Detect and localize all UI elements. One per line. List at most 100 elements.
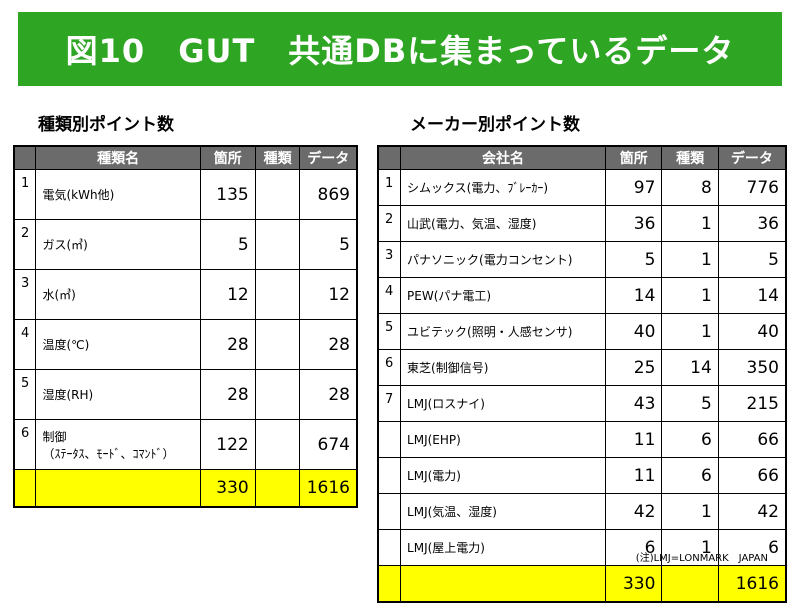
row-data: 28 (299, 369, 358, 420)
table-row: 6 東芝(制御信号) 25 14 350 (377, 349, 787, 386)
total-row: 330 1616 (377, 565, 787, 603)
row-kinds: 5 (661, 385, 719, 422)
row-name: ガス(㎥) (35, 219, 201, 270)
row-kinds: 1 (661, 493, 719, 530)
table-row: 7 LMJ(ロスナイ) 43 5 215 (377, 385, 787, 422)
row-index: 6 (377, 349, 402, 386)
row-count: 5 (605, 241, 663, 278)
col-header: 種類 (254, 145, 301, 170)
row-count: 122 (199, 419, 256, 470)
col-header: データ (717, 145, 787, 170)
row-data: 66 (717, 457, 787, 494)
row-index: 4 (13, 319, 37, 370)
row-kinds: 1 (661, 205, 719, 242)
row-data: 674 (299, 419, 358, 470)
row-index: 7 (377, 385, 402, 422)
row-index: 5 (377, 313, 402, 350)
table-row: 3 水(㎥) 12 12 (13, 269, 358, 320)
row-data: 5 (299, 219, 358, 270)
row-index: 1 (377, 169, 402, 206)
col-header (377, 145, 402, 170)
row-name: LMJ(気温、湿度) (400, 493, 607, 530)
table-row: 6 制御 （ｽﾃｰﾀｽ、ﾓｰﾄﾞ、ｺﾏﾝﾄﾞ） 122 674 (13, 419, 358, 470)
row-count: 42 (605, 493, 663, 530)
total-row: 330 1616 (13, 469, 358, 508)
row-index: 3 (13, 269, 37, 320)
table-row: LMJ(EHP) 11 6 66 (377, 421, 787, 458)
row-kinds: 1 (661, 241, 719, 278)
row-kinds: 8 (661, 169, 719, 206)
row-kinds (254, 269, 301, 320)
row-count: 25 (605, 349, 663, 386)
table-row: 4 温度(℃) 28 28 (13, 319, 358, 370)
row-data: 6 (717, 529, 787, 566)
table-row: 5 湿度(RH) 28 28 (13, 369, 358, 420)
total-count: 330 (199, 469, 256, 508)
row-count: 6 (605, 529, 663, 566)
row-data: 66 (717, 421, 787, 458)
table-row: 1 電気(kWh他) 135 869 (13, 169, 358, 220)
row-count: 97 (605, 169, 663, 206)
row-kinds: 1 (661, 277, 719, 314)
row-name: LMJ(屋上電力) (400, 529, 607, 566)
total-data: 1616 (717, 565, 787, 603)
row-index: 2 (13, 219, 37, 270)
footnote: (注)LMJ=LONMARK JAPAN (635, 553, 768, 564)
row-data: 42 (717, 493, 787, 530)
row-data: 28 (299, 319, 358, 370)
table-row: 1 シムックス(電力、ﾌﾞﾚｰｶｰ) 97 8 776 (377, 169, 787, 206)
row-count: 5 (199, 219, 256, 270)
row-kinds (254, 319, 301, 370)
row-index (377, 421, 402, 458)
title-banner: 図10 GUT 共通DBに集まっているデータ (18, 12, 782, 86)
row-kinds: 1 (661, 529, 719, 566)
col-header: 種類 (661, 145, 719, 170)
row-name: 水(㎥) (35, 269, 201, 320)
col-header: 箇所 (605, 145, 663, 170)
row-data: 40 (717, 313, 787, 350)
page-title: 図10 GUT 共通DBに集まっているデータ (65, 32, 735, 70)
total-index-cell (13, 469, 37, 508)
row-data: 12 (299, 269, 358, 320)
row-index: 5 (13, 369, 37, 420)
row-data: 776 (717, 169, 787, 206)
right-heading: メーカー別ポイント数 (410, 115, 580, 135)
row-index: 2 (377, 205, 402, 242)
row-count: 135 (199, 169, 256, 220)
row-name: 東芝(制御信号) (400, 349, 607, 386)
row-kinds (254, 369, 301, 420)
row-index (377, 493, 402, 530)
table-row: LMJ(気温、湿度) 42 1 42 (377, 493, 787, 530)
row-kinds: 6 (661, 457, 719, 494)
table-row: 4 PEW(パナ電工) 14 1 14 (377, 277, 787, 314)
row-count: 40 (605, 313, 663, 350)
type-points-table: 種類名 箇所 種類 データ 1 電気(kWh他) 135 869 2 ガス(㎥) 5 5 3 水(… (13, 145, 358, 508)
row-kinds: 6 (661, 421, 719, 458)
row-index: 3 (377, 241, 402, 278)
total-count: 330 (605, 565, 663, 603)
total-label-cell (35, 469, 201, 508)
row-count: 36 (605, 205, 663, 242)
table-row: 2 山武(電力、気温、湿度) 36 1 36 (377, 205, 787, 242)
col-header: 会社名 (400, 145, 607, 170)
row-data: 5 (717, 241, 787, 278)
row-name: パナソニック(電力コンセント) (400, 241, 607, 278)
col-header (13, 145, 37, 170)
row-index: 6 (13, 419, 37, 470)
row-name: 温度(℃) (35, 319, 201, 370)
table-row: 3 パナソニック(電力コンセント) 5 1 5 (377, 241, 787, 278)
table-row: LMJ(屋上電力) 6 1 6 (377, 529, 787, 566)
col-header: 種類名 (35, 145, 201, 170)
row-count: 28 (199, 319, 256, 370)
row-name: LMJ(EHP) (400, 421, 607, 458)
row-kinds: 1 (661, 313, 719, 350)
row-data: 14 (717, 277, 787, 314)
row-kinds (254, 169, 301, 220)
row-index (377, 457, 402, 494)
row-index (377, 529, 402, 566)
maker-points-table: 会社名 箇所 種類 データ 1 シムックス(電力、ﾌﾞﾚｰｶｰ) 97 8 776 2 山武… (377, 145, 787, 603)
total-data: 1616 (299, 469, 358, 508)
row-data: 36 (717, 205, 787, 242)
col-header: 箇所 (199, 145, 256, 170)
row-kinds (254, 419, 301, 470)
